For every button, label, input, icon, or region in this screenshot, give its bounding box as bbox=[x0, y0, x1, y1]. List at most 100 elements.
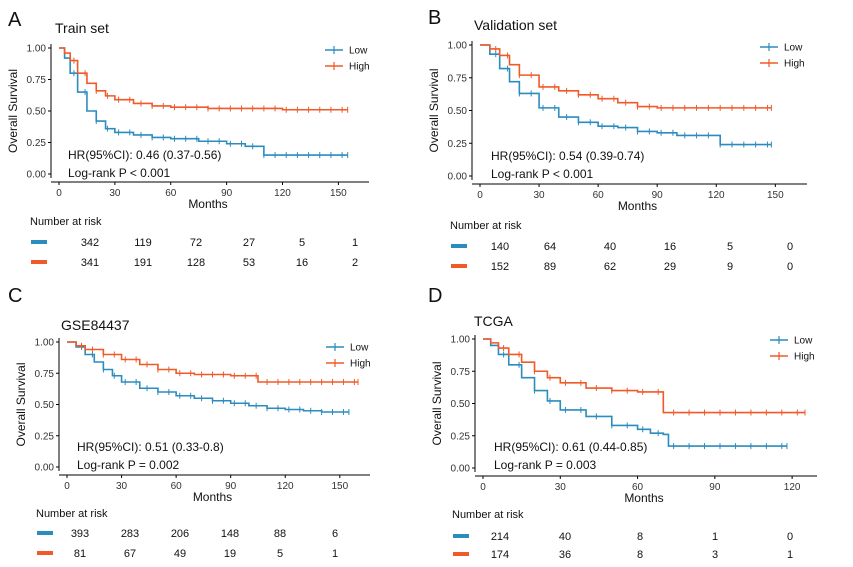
risk-value-high: 1 bbox=[787, 549, 793, 561]
x-tick-label: 150 bbox=[331, 481, 348, 492]
y-tick-label: 1.00 bbox=[448, 41, 468, 52]
risk-value-high: 36 bbox=[559, 549, 571, 561]
y-tick-label: 0.75 bbox=[35, 369, 55, 380]
risk-value-high: 128 bbox=[187, 257, 205, 269]
x-tick-label: 60 bbox=[593, 190, 605, 201]
risk-table-title: Number at risk bbox=[450, 220, 522, 232]
risk-value-low: 1 bbox=[352, 237, 358, 249]
risk-table-title: Number at risk bbox=[36, 508, 108, 520]
y-tick-label: 0.00 bbox=[451, 464, 471, 475]
risk-value-high: 191 bbox=[134, 257, 152, 269]
risk-value-high: 89 bbox=[544, 261, 556, 273]
risk-value-low: 40 bbox=[604, 241, 616, 253]
risk-row-swatch-high bbox=[453, 552, 469, 556]
series-line-low bbox=[67, 341, 349, 413]
y-tick-label: 0.25 bbox=[35, 431, 55, 442]
y-tick-label: 0.00 bbox=[27, 170, 47, 181]
hazard-ratio-text: HR(95%CI): 0.46 (0.37-0.56) bbox=[68, 148, 221, 162]
risk-row-swatch-low bbox=[453, 534, 469, 538]
x-axis-label: Months bbox=[188, 197, 227, 211]
legend-label-high: High bbox=[349, 62, 370, 73]
panel-a: A Train set 0.00 0.25 0.50 0.75 1.00 0 30 60 90 120… bbox=[6, 9, 382, 269]
chart-title: Train set bbox=[55, 20, 109, 36]
legend-label-high: High bbox=[784, 59, 805, 70]
y-tick-label: 0.75 bbox=[448, 73, 468, 84]
y-tick-label: 0.75 bbox=[27, 75, 47, 86]
risk-value-low: 8 bbox=[637, 531, 643, 543]
chart-title: TCGA bbox=[474, 313, 514, 329]
series-line-high bbox=[483, 338, 805, 414]
panel-b: B Validation set 0.00 0.25 0.50 0.75 1.00 0 30 60… bbox=[427, 7, 820, 273]
chart-title: GSE84437 bbox=[61, 317, 130, 333]
risk-value-low: 140 bbox=[491, 241, 509, 253]
risk-table-title: Number at risk bbox=[30, 216, 102, 228]
risk-value-low: 214 bbox=[491, 531, 509, 543]
risk-value-high: 3 bbox=[712, 549, 718, 561]
x-tick-label: 120 bbox=[274, 188, 291, 199]
x-tick-label: 120 bbox=[708, 190, 725, 201]
x-tick-label: 90 bbox=[709, 482, 721, 493]
risk-value-high: 2 bbox=[352, 257, 358, 269]
risk-value-low: 0 bbox=[787, 241, 793, 253]
risk-value-low: 148 bbox=[221, 528, 239, 540]
panel-letter: A bbox=[8, 9, 22, 31]
log-rank-p-text: Log-rank P < 0.001 bbox=[68, 166, 171, 180]
log-rank-p-text: Log-rank P = 0.003 bbox=[494, 458, 597, 472]
x-tick-label: 0 bbox=[480, 482, 486, 493]
y-tick-label: 0.25 bbox=[451, 431, 471, 442]
risk-value-high: 49 bbox=[174, 548, 186, 560]
risk-value-high: 16 bbox=[296, 257, 308, 269]
risk-value-high: 9 bbox=[727, 261, 733, 273]
risk-value-low: 1 bbox=[712, 531, 718, 543]
y-tick-label: 0.50 bbox=[448, 106, 468, 117]
hazard-ratio-text: HR(95%CI): 0.61 (0.44-0.85) bbox=[494, 440, 647, 454]
x-axis-label: Months bbox=[193, 490, 232, 504]
x-tick-label: 60 bbox=[171, 481, 183, 492]
legend-label-low: Low bbox=[349, 46, 368, 57]
x-tick-label: 0 bbox=[64, 481, 70, 492]
legend-label-low: Low bbox=[784, 43, 803, 54]
y-axis-label: Overall Survival bbox=[430, 361, 444, 445]
y-tick-label: 1.00 bbox=[35, 338, 55, 349]
y-tick-label: 0.50 bbox=[27, 107, 47, 118]
risk-value-high: 152 bbox=[491, 261, 509, 273]
risk-value-high: 8 bbox=[637, 549, 643, 561]
x-tick-label: 90 bbox=[652, 190, 664, 201]
chart-title: Validation set bbox=[474, 17, 557, 33]
risk-value-high: 62 bbox=[604, 261, 616, 273]
risk-table-title: Number at risk bbox=[452, 509, 524, 521]
x-tick-label: 90 bbox=[221, 188, 233, 199]
y-tick-label: 0.00 bbox=[35, 463, 55, 474]
x-axis-label: Months bbox=[624, 491, 663, 505]
risk-row-swatch-high bbox=[451, 264, 467, 268]
panel-letter: B bbox=[428, 7, 441, 29]
legend-label-low: Low bbox=[794, 336, 813, 347]
risk-value-high: 67 bbox=[124, 548, 136, 560]
hazard-ratio-text: HR(95%CI): 0.54 (0.39-0.74) bbox=[491, 149, 644, 163]
risk-value-high: 341 bbox=[81, 257, 99, 269]
x-tick-label: 60 bbox=[632, 482, 644, 493]
risk-row-swatch-low bbox=[37, 531, 53, 535]
x-axis-label: Months bbox=[618, 199, 657, 213]
risk-value-low: 206 bbox=[171, 528, 189, 540]
panel-c: C GSE84437 0.00 0.25 0.50 0.75 1.00 0 30 60 90 120 1… bbox=[8, 285, 383, 560]
x-tick-label: 90 bbox=[225, 481, 237, 492]
risk-value-low: 40 bbox=[559, 531, 571, 543]
y-tick-label: 0.50 bbox=[451, 399, 471, 410]
y-tick-label: 0.75 bbox=[451, 367, 471, 378]
risk-value-low: 5 bbox=[299, 237, 305, 249]
y-tick-label: 1.00 bbox=[451, 335, 471, 346]
panel-letter: D bbox=[428, 285, 442, 307]
risk-value-low: 0 bbox=[787, 531, 793, 543]
x-tick-label: 120 bbox=[277, 481, 294, 492]
x-tick-label: 30 bbox=[555, 482, 567, 493]
x-tick-label: 150 bbox=[767, 190, 784, 201]
panel-background bbox=[14, 23, 382, 209]
y-tick-label: 0.00 bbox=[448, 172, 468, 183]
panel-letter: C bbox=[8, 285, 22, 307]
risk-value-high: 29 bbox=[664, 261, 676, 273]
panel-background bbox=[22, 317, 383, 502]
y-tick-label: 1.00 bbox=[27, 44, 47, 55]
series-line-low bbox=[483, 338, 787, 447]
